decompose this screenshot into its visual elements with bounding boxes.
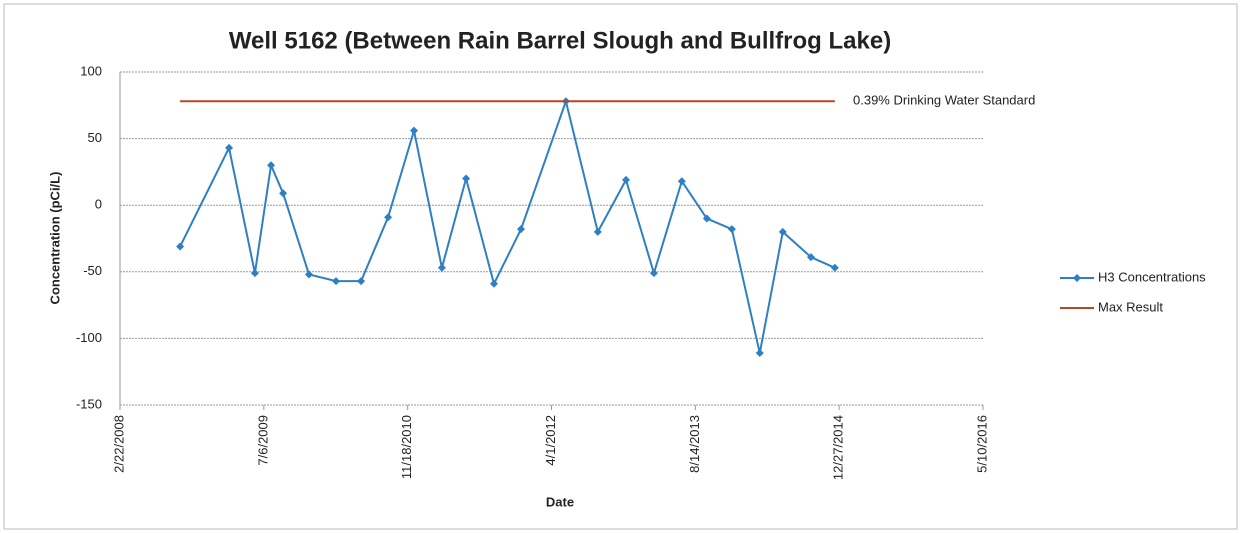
legend-marker xyxy=(1073,274,1081,282)
point xyxy=(830,263,839,272)
point xyxy=(517,225,526,234)
point xyxy=(304,270,313,279)
point xyxy=(409,126,418,135)
point xyxy=(176,242,185,251)
annotation: 0.39% Drinking Water Standard xyxy=(853,93,1035,108)
x-tick-label: 11/18/2010 xyxy=(399,415,414,479)
point xyxy=(727,225,736,234)
legend-label: Max Result xyxy=(1098,299,1163,314)
x-axis-title: Date xyxy=(546,494,574,509)
x-tick-label: 2/22/2008 xyxy=(111,415,126,473)
point xyxy=(384,213,393,222)
x-tick-label: 7/6/2009 xyxy=(255,415,270,466)
y-tick-label: -100 xyxy=(76,330,102,345)
chart-border xyxy=(3,3,1238,530)
point xyxy=(677,177,686,186)
point xyxy=(279,189,288,198)
point xyxy=(593,227,602,236)
point xyxy=(622,175,631,184)
x-tick-label: 4/1/2012 xyxy=(543,415,558,466)
x-tick-label: 8/14/2013 xyxy=(687,415,702,473)
y-tick-label: 100 xyxy=(80,63,102,78)
point xyxy=(702,214,711,223)
point xyxy=(357,277,366,286)
y-tick-label: -150 xyxy=(76,396,102,411)
y-tick-label: 50 xyxy=(88,130,102,145)
point xyxy=(489,279,498,288)
y-tick-label: -50 xyxy=(83,263,102,278)
point xyxy=(778,227,787,236)
x-tick-label: 12/27/2014 xyxy=(831,415,846,480)
legend-label: H3 Concentrations xyxy=(1098,269,1206,284)
point xyxy=(332,277,341,286)
chart-title: Well 5162 (Between Rain Barrel Slough an… xyxy=(229,27,891,54)
point xyxy=(462,174,471,183)
point xyxy=(267,161,276,170)
point xyxy=(250,269,259,278)
point xyxy=(649,269,658,278)
point xyxy=(225,143,234,152)
x-tick-label: 5/10/2016 xyxy=(974,415,989,473)
point xyxy=(437,263,446,272)
y-tick-label: 0 xyxy=(95,197,102,212)
point xyxy=(755,349,764,358)
point xyxy=(806,253,815,262)
y-axis-title: Concentration (pCi/L) xyxy=(47,172,62,305)
